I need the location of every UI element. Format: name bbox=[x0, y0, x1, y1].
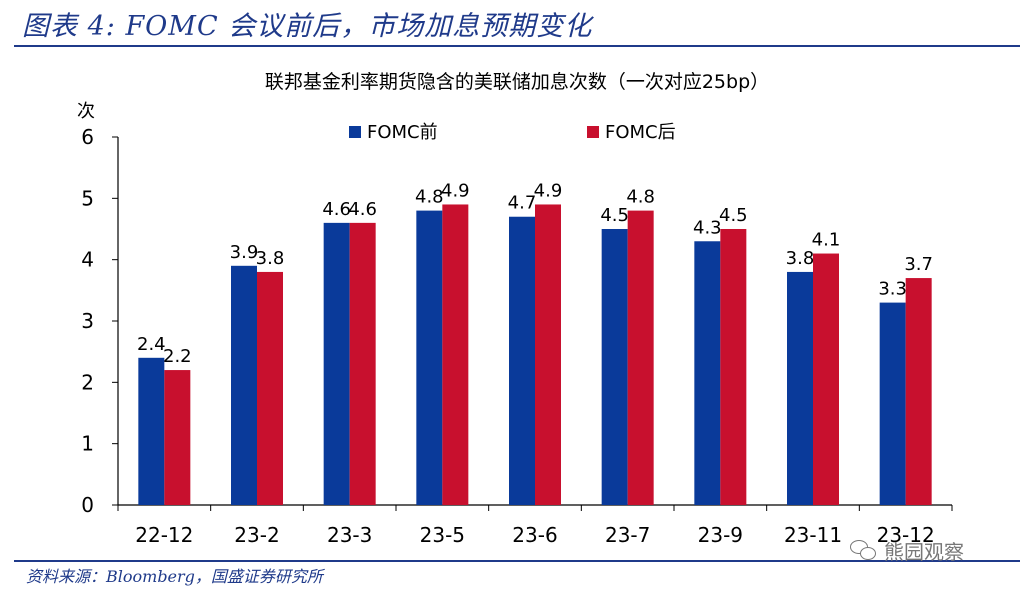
footer-rule bbox=[14, 560, 1020, 562]
data-label: 3.3 bbox=[878, 279, 907, 300]
bar-after bbox=[813, 253, 839, 505]
y-tick-label: 1 bbox=[81, 432, 94, 456]
y-tick-label: 3 bbox=[81, 309, 94, 333]
bar-chart: 联邦基金利率期货隐含的美联储加息次数（一次对应25bp） 次 0 1 2 3 4 5 6 22-1… bbox=[77, 71, 953, 547]
bar-before bbox=[323, 222, 350, 505]
data-label: 2.4 bbox=[137, 334, 166, 355]
y-tick-label: 0 bbox=[81, 493, 94, 517]
bar-before bbox=[416, 210, 443, 505]
data-label: 4.1 bbox=[812, 230, 841, 251]
x-tick-label: 23-2 bbox=[234, 523, 279, 547]
data-label: 3.8 bbox=[256, 248, 285, 269]
bar-after bbox=[905, 278, 932, 505]
data-label: 3.8 bbox=[786, 248, 815, 269]
y-tick-label: 2 bbox=[81, 370, 94, 394]
y-tick-label: 6 bbox=[81, 125, 94, 149]
data-label: 4.8 bbox=[415, 187, 444, 208]
bar-before bbox=[138, 357, 165, 505]
bar-before bbox=[509, 216, 535, 505]
x-tick-label: 23-12 bbox=[877, 523, 935, 547]
title-rule bbox=[14, 45, 1020, 47]
x-tick-label: 23-6 bbox=[512, 523, 557, 547]
x-tick-label: 23-11 bbox=[784, 523, 842, 547]
bar-before bbox=[694, 241, 721, 505]
data-label: 4.8 bbox=[626, 187, 655, 208]
chart-title: 联邦基金利率期货隐含的美联储加息次数（一次对应25bp） bbox=[265, 71, 769, 93]
bar-after bbox=[257, 271, 283, 505]
watermark-text: 熊园观察 bbox=[884, 540, 964, 564]
data-label: 3.9 bbox=[230, 242, 259, 263]
x-tick-label: 22-12 bbox=[135, 523, 193, 547]
figure-title: 图表 4: FOMC 会议前后，市场加息预期变化 bbox=[22, 11, 593, 42]
data-label: 4.7 bbox=[508, 193, 537, 214]
x-tick-label: 23-7 bbox=[605, 523, 650, 547]
x-tick-label: 23-3 bbox=[327, 523, 372, 547]
wechat-icon bbox=[850, 539, 878, 562]
legend-label-after: FOMC后 bbox=[605, 122, 676, 143]
legend-swatch-after bbox=[587, 126, 599, 138]
legend-label-before: FOMC前 bbox=[367, 122, 438, 143]
watermark: 熊园观察 bbox=[850, 536, 964, 565]
bar-after bbox=[627, 210, 654, 505]
bar-before bbox=[231, 265, 257, 505]
bar-after bbox=[349, 222, 376, 505]
y-tick-label: 5 bbox=[81, 186, 94, 210]
y-axis-label: 次 bbox=[77, 101, 95, 122]
data-label: 2.2 bbox=[163, 346, 192, 367]
bar-after bbox=[720, 229, 747, 505]
bar-before bbox=[879, 302, 906, 505]
data-label: 4.5 bbox=[719, 205, 748, 226]
bar-after bbox=[164, 370, 191, 505]
data-label: 4.5 bbox=[600, 205, 629, 226]
y-tick-label: 4 bbox=[81, 248, 94, 272]
x-tick-label: 23-5 bbox=[420, 523, 465, 547]
data-label: 4.9 bbox=[441, 180, 470, 201]
source-note: 资料来源：Bloomberg，国盛证券研究所 bbox=[26, 567, 323, 586]
bar-before bbox=[601, 229, 628, 505]
x-tick-label: 23-9 bbox=[698, 523, 743, 547]
bar-after bbox=[535, 204, 561, 505]
legend-swatch-before bbox=[349, 126, 361, 138]
data-label: 4.9 bbox=[534, 180, 563, 201]
data-label: 4.3 bbox=[693, 217, 722, 238]
data-label: 4.6 bbox=[348, 199, 377, 220]
bar-after bbox=[442, 204, 469, 505]
bar-before bbox=[787, 271, 813, 505]
data-label: 3.7 bbox=[904, 254, 933, 275]
data-label: 4.6 bbox=[322, 199, 351, 220]
